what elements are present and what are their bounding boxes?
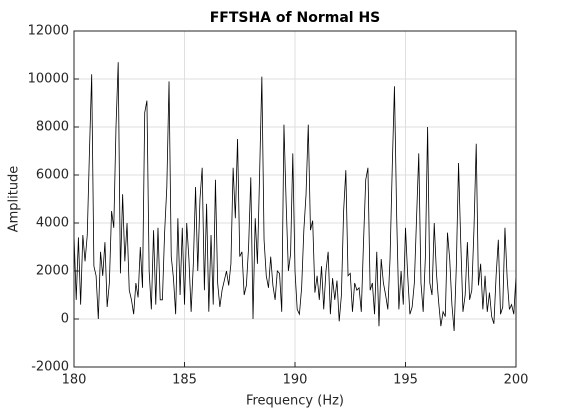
x-tick-label: 190 <box>283 373 308 388</box>
x-tick-label: 195 <box>393 373 418 388</box>
y-tick-label: 2000 <box>36 264 69 279</box>
y-tick-label: 0 <box>61 312 69 327</box>
axes-box <box>73 30 517 368</box>
y-tick-label: -2000 <box>31 360 69 375</box>
y-axis-label: Amplitude <box>7 166 22 233</box>
chart-title: FFTSHA of Normal HS <box>210 10 381 26</box>
x-tick-label: 185 <box>172 373 197 388</box>
y-tick-label: 10000 <box>28 72 69 87</box>
x-axis-label: Frequency (Hz) <box>246 394 344 409</box>
y-tick-label: 6000 <box>36 168 69 183</box>
y-tick-label: 4000 <box>36 216 69 231</box>
x-tick-label: 200 <box>504 373 529 388</box>
x-tick-label: 180 <box>62 373 87 388</box>
y-tick-label: 8000 <box>36 120 69 135</box>
line-series <box>73 62 517 332</box>
y-tick-label: 12000 <box>28 24 69 39</box>
